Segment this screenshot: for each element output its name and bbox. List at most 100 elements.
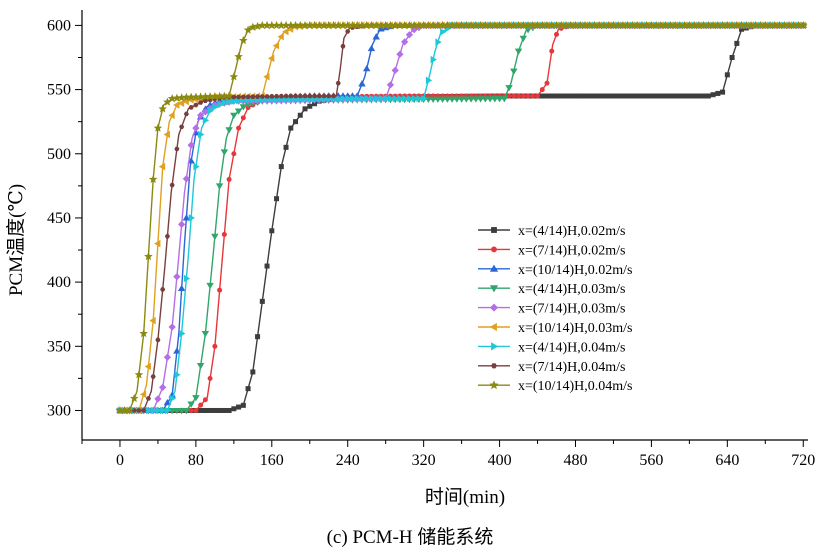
data-point xyxy=(240,402,246,408)
data-point xyxy=(224,91,234,100)
data-point xyxy=(153,123,163,132)
data-point xyxy=(354,94,362,103)
data-point xyxy=(629,93,635,99)
data-point xyxy=(231,406,237,412)
data-point xyxy=(236,94,242,100)
y-tick-label: 600 xyxy=(47,17,71,34)
data-point xyxy=(577,93,583,99)
data-point xyxy=(572,93,578,99)
x-tick-label: 320 xyxy=(412,452,436,469)
data-point xyxy=(467,96,475,103)
data-point xyxy=(173,272,181,281)
data-point xyxy=(148,174,158,184)
data-point xyxy=(160,406,167,415)
data-point xyxy=(335,80,341,86)
data-point xyxy=(416,94,423,103)
data-point xyxy=(406,94,414,103)
data-point xyxy=(729,54,735,60)
legend-label: x=(10/14)H,0.04m/s xyxy=(518,379,632,394)
data-point xyxy=(174,146,180,152)
data-point xyxy=(155,337,161,343)
data-point xyxy=(620,93,626,99)
data-point xyxy=(587,93,593,99)
data-point xyxy=(634,93,640,99)
legend-item: x=(7/14)H,0.03m/s xyxy=(478,302,625,317)
data-point xyxy=(316,93,322,99)
y-tick-label: 300 xyxy=(47,402,71,419)
data-point xyxy=(188,105,194,110)
legend-label: x=(7/14)H,0.03m/s xyxy=(518,302,625,317)
x-tick-label: 80 xyxy=(188,452,204,469)
x-tick-label: 240 xyxy=(336,452,360,469)
data-point xyxy=(615,93,621,99)
data-point xyxy=(292,93,299,99)
data-point xyxy=(798,20,808,30)
data-point xyxy=(263,73,270,81)
data-point xyxy=(321,93,327,99)
data-point xyxy=(217,100,224,109)
data-point xyxy=(221,407,227,413)
data-point xyxy=(160,287,166,292)
data-point xyxy=(391,66,399,74)
data-point xyxy=(183,111,189,117)
data-point xyxy=(491,246,497,253)
data-point xyxy=(411,94,418,103)
data-point xyxy=(259,94,265,99)
data-point xyxy=(229,72,239,81)
y-tick-label: 550 xyxy=(47,82,71,99)
data-point xyxy=(240,94,246,100)
data-point xyxy=(168,407,176,415)
data-point xyxy=(425,76,433,85)
series-line xyxy=(120,24,804,412)
data-point xyxy=(188,214,195,222)
data-point xyxy=(392,94,399,103)
series-8 xyxy=(117,23,806,413)
data-point xyxy=(236,404,242,410)
data-point xyxy=(435,38,442,46)
data-point xyxy=(225,127,233,134)
data-point xyxy=(491,342,499,351)
data-point xyxy=(158,104,167,113)
data-point xyxy=(434,96,442,103)
data-point xyxy=(653,93,659,99)
data-point xyxy=(220,149,229,156)
data-point xyxy=(173,101,180,109)
data-point xyxy=(359,94,366,103)
data-point xyxy=(226,176,232,182)
series-1 xyxy=(117,22,806,413)
data-point xyxy=(510,68,518,75)
data-point xyxy=(430,55,437,64)
x-axis-ticks: 0 80 160 240 320 400 480 560 640 720 xyxy=(81,440,815,469)
data-point xyxy=(192,124,200,132)
axes xyxy=(81,10,808,441)
data-point xyxy=(139,390,147,399)
data-point xyxy=(302,106,308,112)
data-point xyxy=(198,130,205,139)
legend-item: x=(4/14)H,0.04m/s xyxy=(478,340,625,355)
data-point xyxy=(387,94,395,103)
data-point xyxy=(429,96,437,103)
data-point xyxy=(386,81,395,89)
data-point xyxy=(506,93,512,99)
data-point xyxy=(349,94,357,103)
y-tick-label: 400 xyxy=(47,274,71,291)
data-point xyxy=(144,251,153,261)
data-point xyxy=(149,316,156,325)
series-6 xyxy=(116,21,806,415)
series-layer xyxy=(115,20,808,415)
data-point xyxy=(245,386,251,392)
data-point xyxy=(457,96,466,103)
data-point xyxy=(535,93,541,99)
legend-item: x=(7/14)H,0.02m/s xyxy=(478,243,625,258)
data-point xyxy=(150,374,156,379)
x-tick-label: 480 xyxy=(563,452,587,469)
data-point xyxy=(159,383,167,391)
data-point xyxy=(554,31,560,37)
data-point xyxy=(686,93,692,99)
data-point xyxy=(644,93,650,99)
data-point xyxy=(362,64,371,72)
data-point xyxy=(378,94,385,103)
data-point xyxy=(169,394,176,403)
data-point xyxy=(221,231,227,237)
